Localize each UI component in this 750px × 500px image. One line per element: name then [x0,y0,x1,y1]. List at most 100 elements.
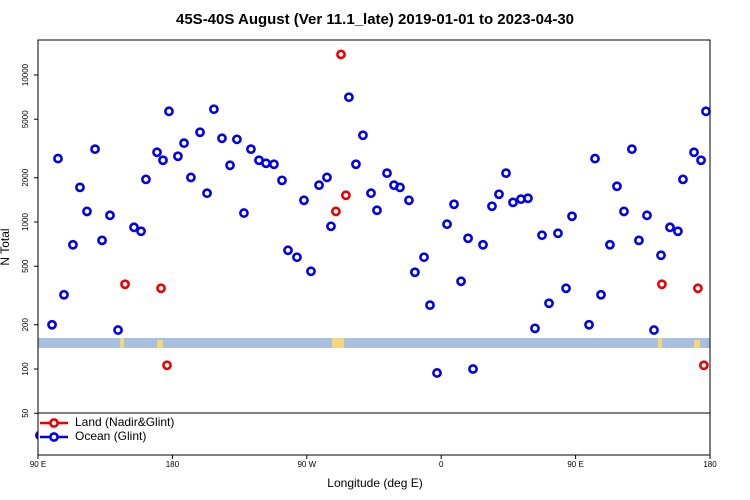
point [277,175,287,186]
y-tick-label: 500 [21,259,30,273]
point [530,323,540,334]
point [141,174,151,185]
point [456,276,466,287]
point [156,283,166,294]
point [619,206,629,217]
point [358,130,368,141]
point [331,206,341,217]
point [351,159,361,170]
point [395,182,405,193]
point [701,106,711,117]
point [341,190,351,201]
point [478,239,488,250]
point [179,138,189,149]
legend-marker [49,418,59,428]
legend-label: Land (Nadir&Glint) [75,415,174,429]
point [239,208,249,218]
point [678,174,688,185]
point [442,219,452,230]
point [501,168,511,179]
point [164,106,174,117]
y-tick-label: 1000 [21,213,30,231]
y-tick-label: 2000 [21,168,30,186]
point [567,211,577,222]
plot-frame [37,39,711,456]
point [693,283,703,294]
point [410,267,420,278]
point [584,319,594,330]
point [306,266,316,277]
point [425,300,435,311]
point [657,279,667,290]
point [129,222,139,233]
y-axis-label: N Total [0,228,12,265]
point [468,364,478,374]
point [209,104,219,115]
point [217,133,227,144]
point [537,230,547,241]
point [82,206,92,217]
point [553,228,563,239]
point [283,245,293,256]
point [53,153,63,164]
point [225,160,235,171]
x-tick-label: 90 E [30,460,46,469]
point [419,252,429,263]
point [672,226,683,237]
point [344,92,354,103]
x-tick-label: 90 W [297,460,316,469]
point [487,201,497,212]
point [626,144,637,155]
chart-title: 45S-40S August (Ver 11.1_late) 2019-01-0… [176,11,574,28]
point [202,188,212,199]
point [336,49,346,60]
point [162,360,172,371]
point [596,289,606,300]
point [173,151,183,162]
point [120,279,130,290]
point [689,147,699,158]
point [463,233,473,244]
point [508,197,518,208]
map-strip [38,338,710,348]
point [494,189,504,200]
point [299,195,309,206]
point [696,155,706,166]
point [590,153,600,164]
x-tick-label: 180 [703,460,717,469]
point [113,325,123,335]
point [449,199,459,210]
x-tick-label: 180 [166,460,180,469]
point [75,182,85,193]
point [97,235,107,246]
point [269,159,279,170]
point [261,158,271,169]
point [47,319,57,330]
point [292,252,302,263]
point [612,181,622,192]
point [195,127,205,138]
point [314,180,324,191]
point [523,193,533,204]
legend-label: Ocean (Glint) [75,429,146,443]
point [698,360,709,371]
point [322,172,332,183]
point [136,226,146,237]
point [105,210,115,221]
x-axis-label: Longitude (deg E) [327,476,422,490]
point [544,298,554,309]
point [158,155,168,166]
point [656,250,666,261]
x-tick-label: 90 E [567,460,583,469]
point [382,168,392,179]
point [634,235,644,246]
point [232,134,242,145]
point [561,283,571,294]
point [152,147,162,158]
y-tick-label: 200 [21,318,30,332]
legend-marker [49,432,59,442]
point [68,239,78,250]
legend: Land (Nadir&Glint)Ocean (Glint) [40,415,174,443]
point [366,188,376,199]
